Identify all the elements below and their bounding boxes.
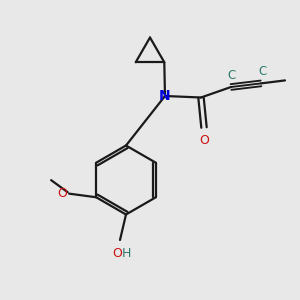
Text: O: O bbox=[199, 134, 209, 146]
Text: N: N bbox=[159, 89, 171, 103]
Text: H: H bbox=[122, 247, 132, 260]
Text: C: C bbox=[227, 69, 235, 82]
Text: O: O bbox=[58, 187, 68, 200]
Text: O: O bbox=[113, 247, 122, 260]
Text: C: C bbox=[258, 65, 267, 78]
